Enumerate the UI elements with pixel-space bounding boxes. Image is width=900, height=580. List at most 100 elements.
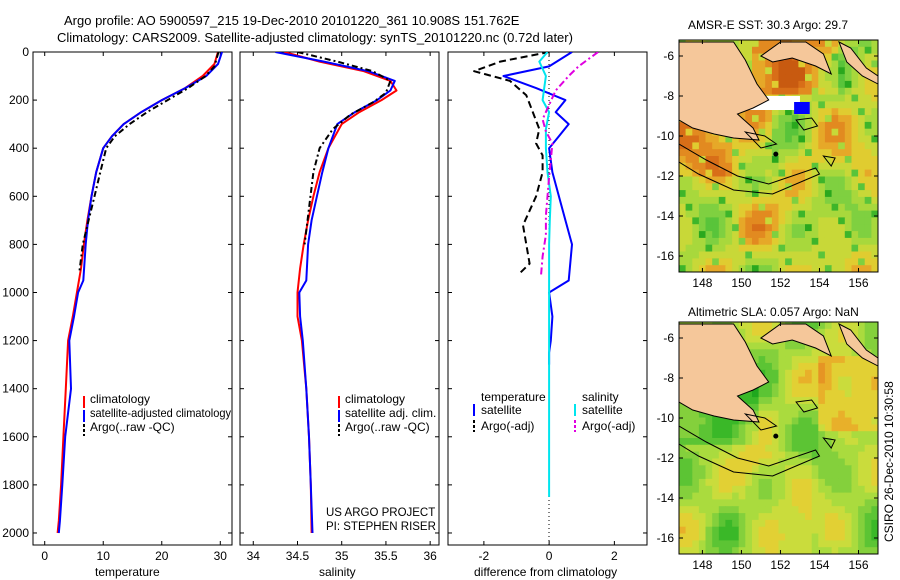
map-cell	[864, 94, 872, 102]
map-cell	[798, 533, 806, 541]
map-cell	[871, 322, 878, 330]
map-cell	[864, 444, 872, 453]
map-cell	[858, 258, 866, 266]
map-cell	[798, 519, 806, 528]
map-cell	[791, 183, 799, 191]
map-cell	[771, 356, 780, 364]
map-cell	[705, 417, 713, 425]
map-cell	[698, 424, 707, 432]
series-line-salinity-satellite	[538, 52, 552, 497]
map-cell	[718, 258, 726, 266]
map-cell	[851, 444, 859, 453]
map-cell	[765, 342, 773, 350]
map-cell	[805, 356, 813, 364]
map-cell	[791, 444, 799, 453]
map-cell	[698, 513, 707, 521]
map-cell	[871, 410, 878, 419]
map-cell	[771, 485, 780, 494]
map-cell	[758, 349, 766, 357]
temperature-legend: climatology satellite-adjusted climatolo…	[83, 392, 231, 436]
map-cell	[732, 251, 740, 259]
map-cell	[778, 403, 786, 412]
map-cell	[718, 540, 726, 548]
map-cell	[705, 156, 713, 164]
map-cell	[844, 67, 852, 75]
map-cell	[871, 115, 878, 123]
map-cell	[811, 506, 819, 514]
map-cell	[858, 369, 866, 378]
map-cell	[712, 424, 720, 432]
map-cell	[844, 540, 852, 548]
map-cell	[811, 519, 819, 528]
map-cell	[771, 80, 780, 89]
difference-lines	[473, 52, 599, 497]
map-cell	[725, 190, 733, 198]
map-cell	[818, 101, 826, 109]
map-cell	[791, 492, 799, 500]
map-cell	[838, 499, 846, 507]
map-cell	[738, 156, 746, 164]
map-cell	[758, 40, 766, 48]
reef-outline	[822, 437, 836, 449]
map-cell	[712, 142, 720, 150]
map-cell	[718, 451, 726, 459]
map-cell	[844, 121, 852, 130]
map-y-tick-label: -16	[657, 249, 675, 263]
map-cell	[818, 499, 826, 507]
map-cell	[785, 417, 793, 425]
map-cell	[698, 169, 707, 177]
map-cell	[778, 438, 786, 446]
map-cell	[785, 162, 793, 171]
map-cell	[718, 485, 726, 494]
map-cell	[851, 485, 859, 494]
map-cell	[752, 438, 760, 446]
map-cell	[824, 217, 833, 225]
map-cell	[771, 513, 780, 521]
map-cell	[831, 265, 839, 272]
map-cell	[752, 431, 760, 439]
map-cell	[725, 169, 733, 177]
map-cell	[818, 46, 826, 55]
map-cell	[765, 121, 773, 130]
map-cell	[824, 94, 833, 102]
map-cell	[705, 258, 713, 266]
map-cell	[785, 485, 793, 494]
map-cell	[831, 224, 839, 232]
map-cell	[712, 465, 720, 473]
map-cell	[785, 176, 793, 184]
map-cell	[824, 203, 833, 212]
map-cell	[844, 369, 852, 378]
map-cell	[824, 322, 833, 330]
map-cell	[758, 403, 766, 412]
map-cell	[745, 176, 753, 184]
map-cell	[765, 540, 773, 548]
map-cell	[851, 369, 859, 378]
map-cell	[698, 485, 707, 494]
map-cell	[838, 67, 846, 75]
map-cell	[844, 176, 852, 184]
map-cell	[732, 142, 740, 150]
temperature-lines	[56, 52, 223, 534]
map-cell	[864, 492, 872, 500]
x-tick-label: 36	[423, 549, 437, 563]
map-cell	[698, 410, 707, 419]
map-cell	[831, 53, 839, 61]
map-cell	[732, 258, 740, 266]
map-cell	[858, 210, 866, 218]
map-cell	[765, 499, 773, 507]
map-cell	[785, 356, 793, 364]
map-cell	[758, 135, 766, 143]
map-cell	[705, 492, 713, 500]
map-cell	[831, 176, 839, 184]
map-cell	[851, 176, 859, 184]
map-cell	[685, 244, 693, 253]
map-cell	[771, 349, 780, 357]
map-cell	[698, 451, 707, 459]
map-cell	[698, 492, 707, 500]
map-cell	[785, 424, 793, 432]
map-cell	[831, 251, 839, 259]
map-cell	[692, 499, 700, 507]
map-cell	[738, 265, 746, 272]
map-cell	[798, 237, 806, 246]
map-cell	[824, 362, 833, 371]
